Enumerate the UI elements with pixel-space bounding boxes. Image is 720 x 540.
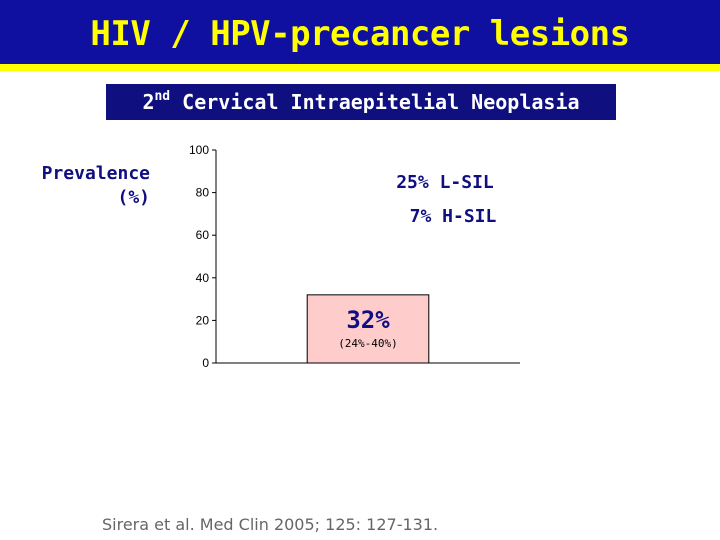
y-axis-label-line2: (%) [117, 187, 150, 208]
y-tick-label: 80 [196, 186, 210, 200]
chart-subtitle: 2nd Cervical Intraepitelial Neoplasia [106, 84, 616, 120]
title-bar: HIV / HPV-precancer lesions [0, 0, 720, 71]
title-underline [0, 64, 720, 71]
chart-axes: 0 20 40 60 80 100 [189, 143, 520, 370]
citation: Sirera et al. Med Clin 2005; 125: 127-13… [102, 515, 439, 534]
subtitle-ordinal: 2 [142, 90, 155, 114]
bar [306, 294, 430, 364]
y-tick-label: 0 [202, 356, 209, 370]
page-title: HIV / HPV-precancer lesions [90, 14, 630, 54]
subtitle-text: Cervical Intraepitelial Neoplasia [170, 90, 580, 114]
bar-value-label: 32% [346, 306, 390, 334]
y-tick-label: 40 [196, 271, 210, 285]
bar-ci-label: (24%-40%) [338, 337, 398, 350]
y-tick-label: 20 [196, 313, 210, 327]
y-axis-label-line1: Prevalence [41, 163, 150, 184]
chart-annotations: 25% L-SIL 7% H-SIL [396, 172, 496, 227]
y-tick-label: 100 [189, 143, 209, 157]
chart-bars: 32% (24%-40%) [306, 294, 430, 364]
y-tick-label: 60 [196, 228, 210, 242]
annotation-hsil: 7% H-SIL [410, 206, 497, 227]
subtitle-ordinal-suffix: nd [154, 89, 171, 104]
y-axis-label: Prevalence (%) [10, 162, 150, 210]
annotation-lsil: 25% L-SIL [396, 172, 494, 193]
